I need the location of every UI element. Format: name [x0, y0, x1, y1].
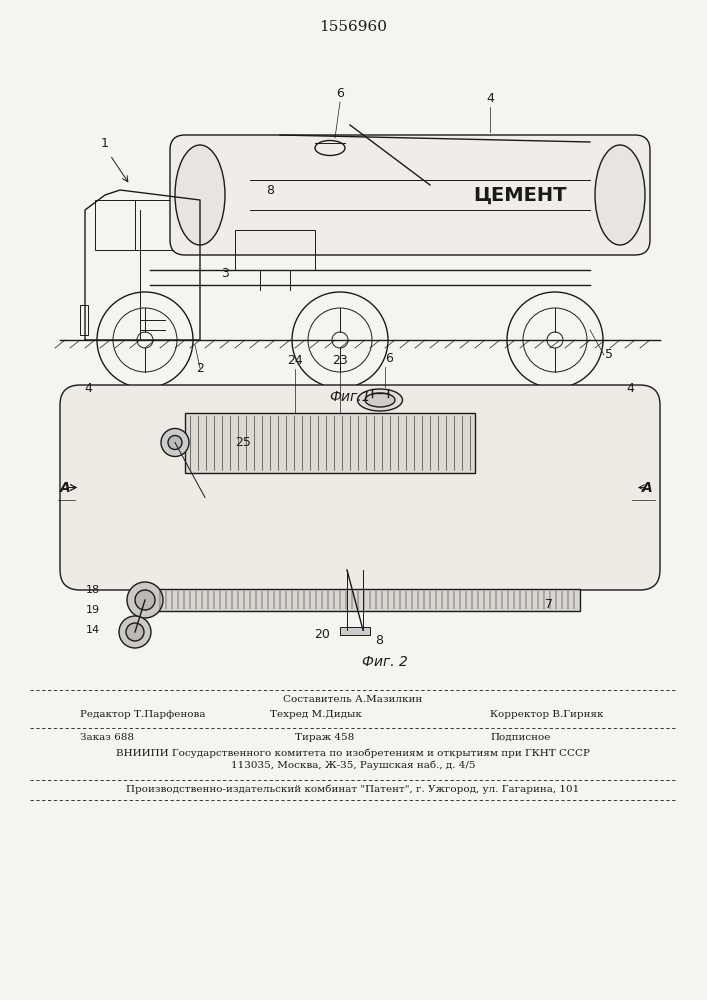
Text: Фиг.1: Фиг.1: [329, 390, 370, 404]
Circle shape: [161, 428, 189, 456]
Text: Тираж 458: Тираж 458: [295, 733, 354, 742]
Text: 24: 24: [287, 354, 303, 367]
Text: 23: 23: [332, 354, 348, 367]
Text: Составитель А.Мазилкин: Составитель А.Мазилкин: [284, 695, 423, 704]
Text: 6: 6: [336, 87, 344, 100]
Ellipse shape: [365, 393, 395, 407]
Circle shape: [168, 436, 182, 450]
Circle shape: [135, 590, 155, 610]
Ellipse shape: [595, 145, 645, 245]
Text: 4: 4: [486, 92, 494, 105]
Text: ВНИИПИ Государственного комитета по изобретениям и открытиям при ГКНТ СССР: ВНИИПИ Государственного комитета по изоб…: [116, 748, 590, 758]
Text: 20: 20: [314, 629, 330, 642]
Text: Производственно-издательский комбинат "Патент", г. Ужгород, ул. Гагарина, 101: Производственно-издательский комбинат "П…: [127, 785, 580, 794]
Text: 14: 14: [86, 625, 100, 635]
Bar: [155, 589, 580, 611]
Text: 8: 8: [266, 184, 274, 196]
Text: 113035, Москва, Ж-35, Раушская наб., д. 4/5: 113035, Москва, Ж-35, Раушская наб., д. …: [230, 761, 475, 770]
Bar: [80, 305, 88, 335]
Text: ЦЕМЕНТ: ЦЕМЕНТ: [473, 186, 567, 205]
Bar: [340, 627, 370, 635]
Text: A: A: [642, 481, 653, 494]
Text: Фиг. 2: Фиг. 2: [362, 655, 408, 669]
Text: Корректор В.Гирняк: Корректор В.Гирняк: [490, 710, 604, 719]
Circle shape: [127, 582, 163, 618]
Text: 6: 6: [385, 352, 393, 365]
Text: 7: 7: [545, 598, 553, 611]
Text: A: A: [59, 481, 71, 494]
Circle shape: [126, 623, 144, 641]
Text: 1556960: 1556960: [319, 20, 387, 34]
Text: Заказ 688: Заказ 688: [80, 733, 134, 742]
Bar: [185, 412, 475, 473]
Text: 4: 4: [84, 382, 92, 395]
Text: 5: 5: [605, 349, 613, 361]
Text: Техред М.Дидык: Техред М.Дидык: [270, 710, 362, 719]
Text: Редактор Т.Парфенова: Редактор Т.Парфенова: [80, 710, 206, 719]
FancyBboxPatch shape: [60, 385, 660, 590]
Text: 1: 1: [101, 137, 109, 150]
Text: 4: 4: [626, 382, 634, 395]
Circle shape: [119, 616, 151, 648]
Text: Подписное: Подписное: [490, 733, 550, 742]
Text: 2: 2: [196, 362, 204, 375]
Ellipse shape: [175, 145, 225, 245]
Text: 25: 25: [235, 436, 251, 449]
Ellipse shape: [358, 389, 402, 411]
Bar: [95, 200, 175, 250]
Text: 19: 19: [86, 605, 100, 615]
Bar: [235, 230, 315, 270]
FancyBboxPatch shape: [170, 135, 650, 255]
Text: 3: 3: [221, 267, 229, 280]
Text: 18: 18: [86, 585, 100, 595]
Text: 8: 8: [375, 634, 383, 647]
